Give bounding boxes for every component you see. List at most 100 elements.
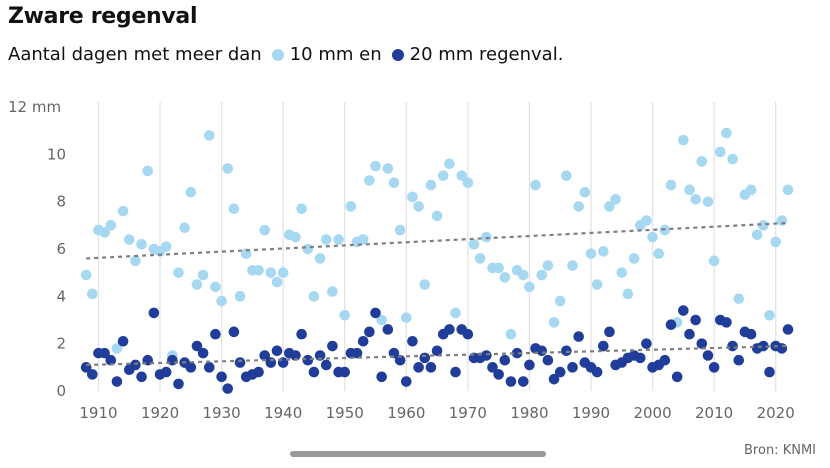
point-10mm <box>554 295 566 307</box>
point-10mm <box>678 134 689 146</box>
point-10mm <box>400 312 412 323</box>
point-10mm <box>117 205 129 217</box>
point-20mm <box>462 328 474 340</box>
point-20mm <box>493 369 504 380</box>
point-20mm <box>302 354 314 366</box>
point-10mm <box>542 260 554 271</box>
point-10mm <box>253 265 264 276</box>
point-20mm <box>167 354 178 366</box>
scroll-indicator[interactable] <box>290 451 546 457</box>
point-10mm <box>591 279 603 290</box>
point-10mm <box>733 293 745 305</box>
point-10mm <box>782 184 794 196</box>
point-10mm <box>567 260 578 271</box>
point-20mm <box>339 366 351 378</box>
x-tick-label: 1940 <box>264 404 302 422</box>
point-20mm <box>136 371 147 383</box>
point-20mm <box>130 359 141 371</box>
point-20mm <box>542 354 554 366</box>
x-tick-label: 1930 <box>203 404 241 422</box>
point-10mm <box>745 184 757 196</box>
point-10mm <box>130 255 141 267</box>
point-20mm <box>505 376 517 387</box>
point-10mm <box>536 269 548 281</box>
point-10mm <box>179 222 190 233</box>
point-10mm <box>561 170 572 181</box>
point-10mm <box>290 231 301 243</box>
point-10mm <box>302 243 314 255</box>
point-10mm <box>210 281 221 293</box>
point-10mm <box>622 288 634 300</box>
point-10mm <box>265 267 277 278</box>
point-10mm <box>690 194 701 205</box>
point-20mm <box>394 354 406 366</box>
point-20mm <box>296 328 307 340</box>
point-20mm <box>517 376 529 387</box>
x-tick-label: 2010 <box>695 404 733 422</box>
point-10mm <box>431 210 443 222</box>
point-20mm <box>271 345 283 357</box>
point-20mm <box>721 317 732 328</box>
point-10mm <box>222 163 234 174</box>
point-20mm <box>308 366 320 378</box>
point-20mm <box>320 359 332 371</box>
point-20mm <box>253 366 264 378</box>
point-10mm <box>364 175 375 186</box>
chart-title: Zware regenval <box>8 4 198 29</box>
point-10mm <box>296 203 307 215</box>
y-tick-label: 8 <box>56 193 66 211</box>
point-10mm <box>413 201 424 212</box>
point-20mm <box>678 305 689 316</box>
point-20mm <box>764 366 775 378</box>
point-20mm <box>425 362 437 373</box>
point-20mm <box>684 328 695 340</box>
point-20mm <box>357 336 369 347</box>
point-20mm <box>407 336 418 347</box>
point-10mm <box>751 229 763 241</box>
point-10mm <box>87 288 98 300</box>
point-10mm <box>616 267 628 278</box>
point-10mm <box>123 234 135 245</box>
point-20mm <box>696 338 708 349</box>
y-tick-label: 4 <box>56 287 66 305</box>
point-20mm <box>481 350 492 361</box>
point-20mm <box>431 345 443 357</box>
point-10mm <box>610 194 621 205</box>
point-10mm <box>277 267 289 278</box>
point-20mm <box>203 362 215 373</box>
legend-label-10mm: 10 mm en <box>289 44 382 65</box>
point-10mm <box>320 234 332 245</box>
point-20mm <box>382 324 394 335</box>
point-10mm <box>444 158 455 170</box>
x-tick-label: 1950 <box>326 404 364 422</box>
point-10mm <box>462 177 474 189</box>
point-20mm <box>370 307 381 319</box>
point-10mm <box>696 156 708 167</box>
point-20mm <box>222 383 234 394</box>
point-20mm <box>733 354 745 366</box>
point-20mm <box>776 343 788 354</box>
point-20mm <box>671 371 683 383</box>
point-10mm <box>548 317 560 328</box>
point-10mm <box>524 281 535 293</box>
point-10mm <box>80 269 92 281</box>
point-10mm <box>333 234 344 245</box>
x-tick-label: 1990 <box>572 404 610 422</box>
point-10mm <box>388 177 400 189</box>
point-20mm <box>634 352 646 364</box>
point-10mm <box>708 255 720 267</box>
point-10mm <box>160 241 172 252</box>
point-20mm <box>604 326 615 338</box>
point-10mm <box>185 186 197 198</box>
point-20mm <box>148 307 160 319</box>
point-10mm <box>382 163 394 174</box>
trendline-20mm <box>86 344 789 367</box>
y-tick-label: 0 <box>56 382 66 400</box>
point-20mm <box>117 336 129 347</box>
point-10mm <box>327 286 338 297</box>
point-20mm <box>228 326 240 338</box>
point-20mm <box>197 347 209 359</box>
point-10mm <box>714 146 726 158</box>
point-20mm <box>561 345 572 357</box>
